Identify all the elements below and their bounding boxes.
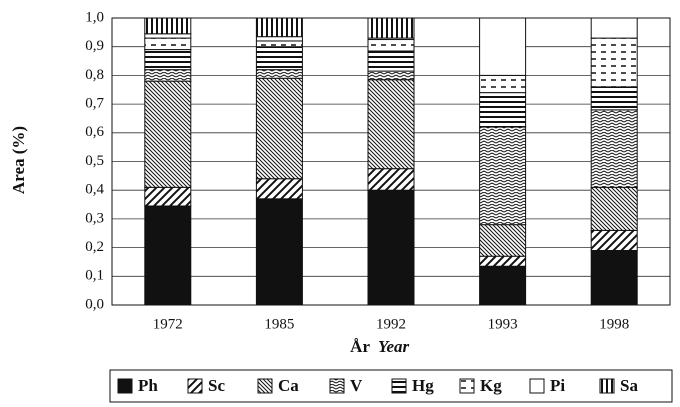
legend-label: Ph <box>138 376 158 395</box>
bar-segment <box>367 70 415 81</box>
x-tick-label: 1998 <box>599 316 629 332</box>
bar-segment <box>590 109 638 188</box>
bar-segment <box>255 46 303 71</box>
bar-segment <box>590 86 638 111</box>
bar-segment <box>144 69 192 82</box>
bar-segment <box>479 74 527 94</box>
bar-segment <box>590 229 638 251</box>
legend-label: Sa <box>620 376 638 395</box>
bar-segment <box>367 79 415 170</box>
y-tick-label: 0,0 <box>85 296 104 312</box>
bar-segment <box>144 37 192 51</box>
bar-segment <box>144 49 192 71</box>
bar-segment <box>255 36 303 42</box>
legend-label: V <box>350 376 363 395</box>
y-tick-label: 0,3 <box>85 210 104 226</box>
bar-segment <box>144 33 192 39</box>
legend-swatch <box>329 378 345 394</box>
bar-segment <box>479 92 527 128</box>
x-axis-label-en: Year <box>378 337 410 356</box>
bar-segment <box>367 39 415 52</box>
legend-label: Ca <box>278 376 299 395</box>
bar-segment <box>367 17 415 39</box>
x-tick-label: 1993 <box>488 316 518 332</box>
x-tick-label: 1985 <box>264 316 294 332</box>
y-tick-label: 0,1 <box>85 268 104 284</box>
bar-segment <box>255 69 303 79</box>
y-tick-label: 1,0 <box>85 9 104 25</box>
bar-segment <box>367 168 415 191</box>
bar-segment <box>590 186 638 231</box>
x-tick-label: 1992 <box>376 316 406 332</box>
legend-swatch <box>391 378 407 394</box>
y-tick-label: 0,5 <box>85 153 104 169</box>
legend-swatch <box>187 378 203 394</box>
bar-segment <box>479 17 527 76</box>
bar-segment <box>479 126 527 226</box>
bar-segment <box>144 186 192 207</box>
legend-label: Kg <box>480 376 502 395</box>
legend-label: Hg <box>412 376 434 395</box>
y-tick-label: 0,6 <box>85 124 104 140</box>
bar-segment <box>255 40 303 48</box>
bar-segment <box>144 80 192 188</box>
x-tick-label: 1972 <box>153 316 183 332</box>
y-tick-label: 0,2 <box>85 239 104 255</box>
bar-segment <box>479 255 527 267</box>
x-axis-label: År <box>350 337 370 356</box>
legend-swatch <box>599 378 615 394</box>
legend-swatch <box>459 378 475 394</box>
y-tick-label: 0,8 <box>85 67 104 83</box>
bar-segment <box>590 37 638 88</box>
bar-segment <box>590 249 638 306</box>
legend-label: Pi <box>550 376 565 395</box>
bar-segment <box>479 224 527 257</box>
bar-segment <box>367 189 415 306</box>
y-tick-label: 0,9 <box>85 38 104 54</box>
bar-segment <box>590 17 638 39</box>
bar-segment <box>144 17 192 35</box>
bar-segment <box>479 265 527 306</box>
bar-segment <box>144 205 192 306</box>
bar-segment <box>255 178 303 200</box>
y-tick-label: 0,4 <box>85 182 104 198</box>
bar-segment <box>255 77 303 180</box>
legend-swatch <box>117 378 133 394</box>
bar-segment <box>255 17 303 38</box>
legend-swatch <box>529 378 545 394</box>
y-tick-label: 0,7 <box>85 96 104 112</box>
bar-segment <box>255 198 303 306</box>
legend-frame <box>109 369 673 403</box>
legend-label: Sc <box>208 376 225 395</box>
legend-swatch <box>257 378 273 394</box>
y-axis-label: Area (%) <box>9 126 28 194</box>
bar-segment <box>367 50 415 72</box>
